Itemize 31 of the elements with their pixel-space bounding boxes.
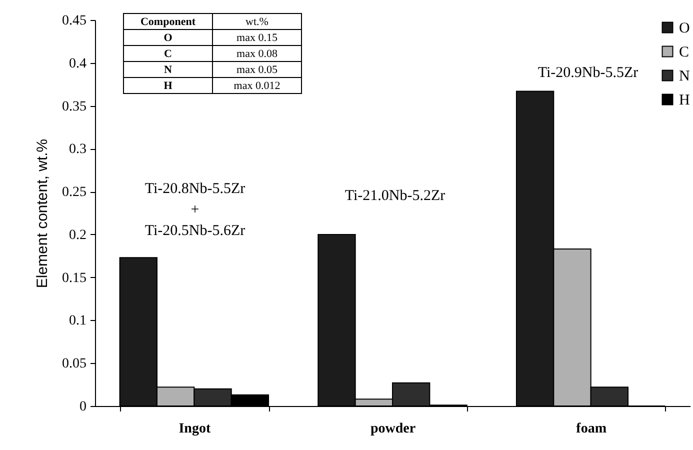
x-tick-label: foam xyxy=(576,422,607,436)
annotation: C xyxy=(124,46,212,62)
annotation: max 0.012 xyxy=(212,78,302,94)
y-tick-label: 0 xyxy=(80,400,86,414)
legend-label: H xyxy=(679,92,690,108)
legend-label: N xyxy=(679,68,690,84)
y-tick-label: 0.1 xyxy=(69,314,86,329)
annotation: Ti-20.9Nb-5.5Zr xyxy=(538,65,638,81)
annotation: Component xyxy=(124,14,212,30)
y-tick-label: 0.25 xyxy=(62,185,86,200)
legend-label: C xyxy=(679,44,690,60)
y-tick-label: 0.4 xyxy=(69,56,86,72)
annotation: wt.% xyxy=(212,14,302,30)
x-tick-label: Ingot xyxy=(178,422,211,436)
y-axis-title: Element content, wt.% xyxy=(34,138,51,288)
annotation: O xyxy=(124,30,212,46)
x-tick-label: powder xyxy=(370,422,416,436)
annotation: Ti-20.8Nb-5.5Zr + Ti-20.5Nb-5.6Zr xyxy=(144,181,246,239)
y-tick-label: 0.05 xyxy=(62,356,86,372)
y-tick-label: 0.35 xyxy=(62,99,86,114)
annotation: N xyxy=(124,62,212,78)
y-tick-label: 0.3 xyxy=(69,142,86,158)
y-tick-label: 0.15 xyxy=(62,270,86,286)
y-tick-label: 0.2 xyxy=(69,228,86,243)
annotation: max 0.08 xyxy=(212,46,302,62)
annotation: H xyxy=(124,78,212,94)
annotation: Ti-21.0Nb-5.2Zr xyxy=(344,188,446,204)
legend-label: O xyxy=(679,20,690,36)
y-tick-label: 0.45 xyxy=(62,14,86,28)
annotation: max 0.05 xyxy=(212,62,302,78)
annotation: max 0.15 xyxy=(212,30,302,46)
